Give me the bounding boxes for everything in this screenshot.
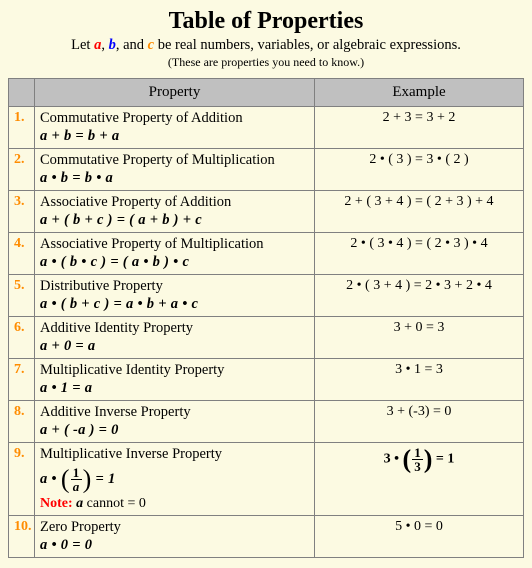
table-row: 2. Commutative Property of Multiplicatio… [9, 149, 524, 191]
table-row: 9. Multiplicative Inverse Property a • (… [9, 443, 524, 516]
property-cell: Distributive Property a • ( b + c ) = a … [35, 275, 315, 317]
row-number: 3. [9, 191, 35, 233]
example-cell: 2 • ( 3 • 4 ) = ( 2 • 3 ) • 4 [315, 233, 524, 275]
property-formula: a • b = b • a [40, 170, 309, 187]
property-name: Associative Property of Multiplication [40, 236, 309, 253]
row-number: 8. [9, 401, 35, 443]
page-title: Table of Properties [8, 8, 524, 35]
page: Table of Properties Let a, b, and c be r… [0, 0, 532, 568]
table-row: 7. Multiplicative Identity Property a • … [9, 359, 524, 401]
property-note: Note: a cannot = 0 [40, 496, 309, 512]
example-cell: 2 • ( 3 ) = 3 • ( 2 ) [315, 149, 524, 191]
example-cell: 3 • (13) = 1 [315, 443, 524, 516]
property-cell: Multiplicative Identity Property a • 1 =… [35, 359, 315, 401]
subtitle: Let a, b, and c be real numbers, variabl… [8, 37, 524, 54]
var-b: b [109, 37, 116, 53]
subtitle-post: be real numbers, variables, or algebraic… [154, 37, 461, 53]
property-cell: Multiplicative Inverse Property a • (1a)… [35, 443, 315, 516]
ex-frac-num: 1 [412, 446, 423, 460]
example-cell: 2 • ( 3 + 4 ) = 2 • 3 + 2 • 4 [315, 275, 524, 317]
table-row: 1. Commutative Property of Addition a + … [9, 107, 524, 149]
table-header-row: Property Example [9, 79, 524, 107]
row-number: 2. [9, 149, 35, 191]
header-blank [9, 79, 35, 107]
property-cell: Commutative Property of Multiplication a… [35, 149, 315, 191]
property-cell: Commutative Property of Addition a + b =… [35, 107, 315, 149]
table-row: 4. Associative Property of Multiplicatio… [9, 233, 524, 275]
frac-den: a [71, 480, 82, 493]
ex-eq: = 1 [432, 452, 454, 467]
ex-frac-den: 3 [412, 460, 423, 473]
row-number: 7. [9, 359, 35, 401]
table-row: 6. Additive Identity Property a + 0 = a … [9, 317, 524, 359]
example-cell: 3 + (-3) = 0 [315, 401, 524, 443]
row-number: 4. [9, 233, 35, 275]
example-cell: 3 • 1 = 3 [315, 359, 524, 401]
property-name: Multiplicative Inverse Property [40, 446, 309, 463]
property-name: Zero Property [40, 519, 309, 536]
frac-num: 1 [71, 466, 82, 480]
example-cell: 3 + 0 = 3 [315, 317, 524, 359]
sep2: , and [116, 37, 148, 53]
row-number: 10. [9, 516, 35, 558]
property-name: Distributive Property [40, 278, 309, 295]
property-cell: Additive Inverse Property a + ( -a ) = 0 [35, 401, 315, 443]
property-formula: a + ( -a ) = 0 [40, 422, 309, 439]
table-row: 10. Zero Property a • 0 = 0 5 • 0 = 0 [9, 516, 524, 558]
ex-lead: 3 • [384, 452, 403, 467]
property-formula: a + ( b + c ) = ( a + b ) + c [40, 212, 309, 229]
property-cell: Zero Property a • 0 = 0 [35, 516, 315, 558]
property-name: Multiplicative Identity Property [40, 362, 309, 379]
property-name: Commutative Property of Multiplication [40, 152, 309, 169]
example-cell: 2 + 3 = 3 + 2 [315, 107, 524, 149]
subnote: (These are properties you need to know.) [8, 55, 524, 70]
table-row: 5. Distributive Property a • ( b + c ) =… [9, 275, 524, 317]
property-formula: a • 0 = 0 [40, 537, 309, 554]
row-number: 6. [9, 317, 35, 359]
row-number: 1. [9, 107, 35, 149]
property-name: Additive Identity Property [40, 320, 309, 337]
properties-table: Property Example 1. Commutative Property… [8, 78, 524, 558]
header-example: Example [315, 79, 524, 107]
note-text: cannot = 0 [83, 496, 146, 511]
eq-one: = 1 [92, 471, 116, 487]
property-name: Commutative Property of Addition [40, 110, 309, 127]
property-formula: a + 0 = a [40, 338, 309, 355]
example-cell: 5 • 0 = 0 [315, 516, 524, 558]
example-cell: 2 + ( 3 + 4 ) = ( 2 + 3 ) + 4 [315, 191, 524, 233]
sep1: , [101, 37, 108, 53]
property-cell: Associative Property of Addition a + ( b… [35, 191, 315, 233]
table-row: 3. Associative Property of Addition a + … [9, 191, 524, 233]
header-property: Property [35, 79, 315, 107]
row-number: 9. [9, 443, 35, 516]
row-number: 5. [9, 275, 35, 317]
property-formula: a + b = b + a [40, 128, 309, 145]
property-name: Associative Property of Addition [40, 194, 309, 211]
subtitle-pre: Let [71, 37, 94, 53]
property-cell: Additive Identity Property a + 0 = a [35, 317, 315, 359]
property-formula: a • (1a) = 1 [40, 466, 309, 493]
property-formula: a • ( b • c ) = ( a • b ) • c [40, 254, 309, 271]
property-cell: Associative Property of Multiplication a… [35, 233, 315, 275]
property-name: Additive Inverse Property [40, 404, 309, 421]
note-label: Note: [40, 496, 73, 511]
table-row: 8. Additive Inverse Property a + ( -a ) … [9, 401, 524, 443]
property-formula: a • 1 = a [40, 380, 309, 397]
property-formula: a • ( b + c ) = a • b + a • c [40, 296, 309, 313]
